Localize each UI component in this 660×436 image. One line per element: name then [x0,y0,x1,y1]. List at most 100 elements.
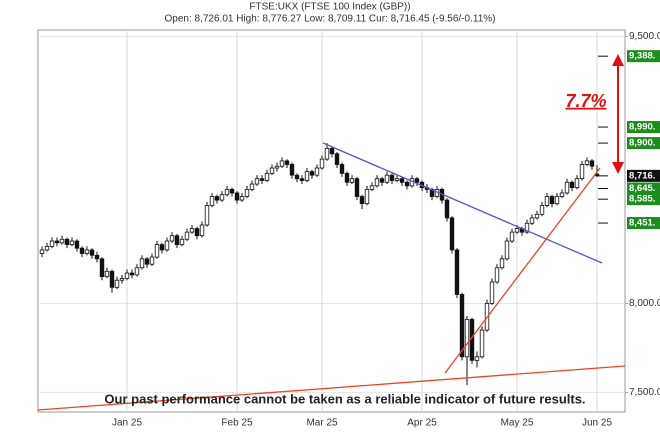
candle-body [309,171,315,176]
level-box [627,169,660,182]
candle-body [134,267,140,276]
candle-body [64,238,70,245]
candle-body [49,240,55,247]
candle-body [244,188,250,197]
candle-body [584,160,590,165]
disclaimer: Our past performance cannot be taken as … [104,391,585,406]
candle-body [564,181,570,194]
level-label: 8,585. [629,194,655,205]
trend-line [444,167,601,374]
candle-body [264,172,270,181]
candle-body [169,235,175,242]
candle-body [504,240,510,260]
x-tick-label: Jan 25 [112,418,142,429]
candle-body [499,258,505,269]
candle-body [89,249,95,256]
candle-body [129,272,135,276]
candle-body [149,256,155,265]
candle-body [349,178,355,183]
candle-body [229,188,235,194]
candle-body [394,178,400,181]
candle-body [339,164,345,174]
candle-body [359,196,365,205]
candle-body [199,224,205,237]
candle-body [254,178,260,185]
candle-body [464,318,470,358]
candle-body [214,196,220,201]
candle-body [164,240,170,251]
level-label: 8,451. [629,218,655,229]
candle-body [379,178,385,183]
arrow-head [612,162,624,174]
candle-body [139,258,145,269]
candle-body [489,281,495,304]
candle-body [494,267,500,283]
candle-body [299,178,305,181]
candle-body [314,167,320,176]
candle-body [69,240,75,245]
annotation: 7.7% [565,91,606,111]
candle-body [99,258,105,278]
level-label: 9,388. [629,51,655,62]
candle-body [554,196,560,205]
candle-body [549,196,555,205]
candle-body [174,235,180,245]
candle-body [44,245,50,251]
candle-body [269,167,275,174]
candle-body [474,356,480,361]
candle-body [239,196,245,201]
candle-body [544,196,550,206]
candle-body [534,213,540,219]
candle-body [304,171,310,181]
candle-body [159,244,165,251]
x-tick-label: Apr 25 [407,418,437,429]
plot [38,30,625,412]
candle-body [209,196,215,206]
candle-body [459,294,465,358]
candle-body [354,178,360,197]
level-box [627,217,660,230]
candle-body [399,178,405,183]
candle-body [364,188,370,205]
candle-body [124,272,130,279]
candle-body [384,174,390,183]
candle-body [109,270,115,288]
candle-body [514,228,520,233]
candle-body [369,185,375,190]
candle-body [589,160,595,167]
candle-body [144,258,150,265]
level-box [627,137,660,150]
x-tick-label: Feb 25 [221,418,253,429]
candle-body [204,205,210,226]
candle-body [404,181,410,187]
candle-body [224,188,230,196]
candle-body [249,183,255,190]
candle-body [184,231,190,240]
y-tick-label: 8,000.0 [629,298,660,309]
candle-body [509,231,515,242]
candle-body [414,178,420,183]
candle-body [374,178,380,187]
candle-body [154,244,160,258]
x-tick-label: Jun 25 [582,418,612,429]
arrow-head [612,54,624,66]
candle-body [479,329,485,358]
candle-body [444,199,450,219]
y-tick-label: 9,500.0 [629,31,660,42]
level-label: 8,716. [629,170,655,181]
level-label: 8,645. [629,183,655,194]
level-label: 8,990. [629,122,655,133]
candle-body [294,174,300,180]
candle-body [344,172,350,183]
candle-body [559,192,565,197]
candle-body [189,228,195,233]
candle-body [79,247,85,254]
candle-body [324,148,330,160]
level-box [627,50,660,63]
trend-line [37,365,626,411]
candle-body [569,181,575,189]
candle-body [284,160,290,165]
candle-body [274,165,280,169]
candle-body [329,148,335,155]
candle-body [94,254,100,260]
